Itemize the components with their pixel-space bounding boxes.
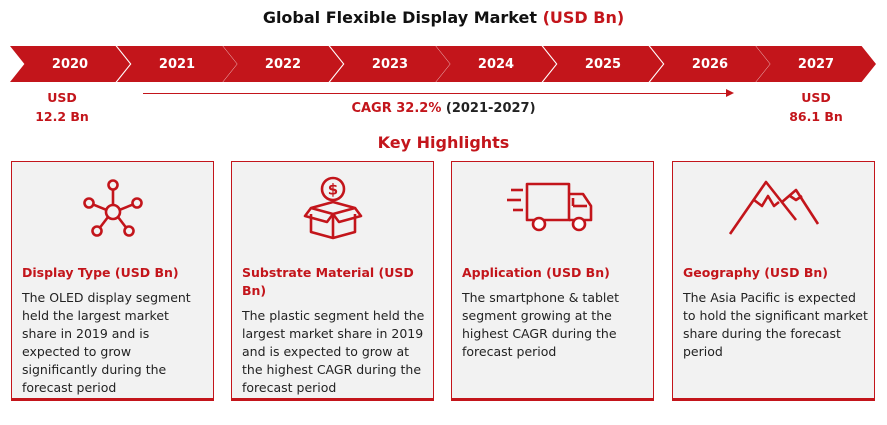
timeline-year-2027: 2027 (756, 46, 876, 82)
key-highlights-heading: Key Highlights (377, 133, 510, 152)
timeline-year-2026: 2026 (650, 46, 770, 82)
timeline-year-2025: 2025 (543, 46, 663, 82)
highlight-card-display-type: Display Type (USD Bn) The OLED display s… (11, 161, 214, 401)
start-value-amount: 12.2 Bn (35, 109, 89, 124)
year-timeline: 2020 2021 2022 2023 2024 2025 2026 2027 (10, 46, 877, 82)
title-accent: (USD Bn) (542, 8, 625, 27)
timeline-year-2024: 2024 (436, 46, 556, 82)
card-body: The Asia Pacific is expected to hold the… (683, 290, 868, 359)
start-value-unit: USD (47, 90, 77, 105)
money-box-icon: $ (303, 176, 362, 240)
end-value: USD 86.1 Bn (756, 88, 876, 126)
card-body: The plastic segment held the largest mar… (242, 308, 425, 395)
svg-text:$: $ (327, 181, 337, 199)
cagr-value: CAGR 32.2% (351, 101, 442, 116)
end-value-unit: USD (801, 90, 831, 105)
end-value-amount: 86.1 Bn (789, 109, 843, 124)
card-title: Geography (USD Bn) (683, 265, 828, 280)
timeline-year-2022: 2022 (223, 46, 343, 82)
card-body: The smartphone & tablet segment growing … (462, 290, 619, 359)
delivery-truck-icon (506, 182, 592, 232)
card-title: Display Type (USD Bn) (22, 265, 179, 280)
highlight-card-geography: Geography (USD Bn) The Asia Pacific is e… (672, 161, 875, 401)
highlight-card-application: Application (USD Bn) The smartphone & ta… (451, 161, 654, 401)
card-title: Application (USD Bn) (462, 265, 610, 280)
highlight-card-substrate-material: $ Substrate Material (USD Bn) The plasti… (231, 161, 434, 401)
cagr-arrow-line (143, 93, 728, 94)
card-title: Substrate Material (USD Bn) (242, 265, 414, 298)
cagr-period: (2021-2027) (445, 101, 536, 116)
timeline-year-2020: 2020 (10, 46, 130, 82)
timeline-year-2023: 2023 (330, 46, 450, 82)
arrow-right-icon (726, 89, 734, 97)
start-value: USD 12.2 Bn (2, 88, 122, 126)
cagr-label: CAGR 32.2% (2021-2027) (0, 101, 887, 116)
title-main: Global Flexible Display Market (262, 8, 538, 27)
page-title: Global Flexible Display Market (USD Bn) (0, 8, 887, 27)
card-body: The OLED display segment held the larges… (22, 290, 191, 395)
network-icon (82, 179, 143, 237)
mountain-icon (728, 180, 819, 235)
timeline-year-2021: 2021 (117, 46, 237, 82)
